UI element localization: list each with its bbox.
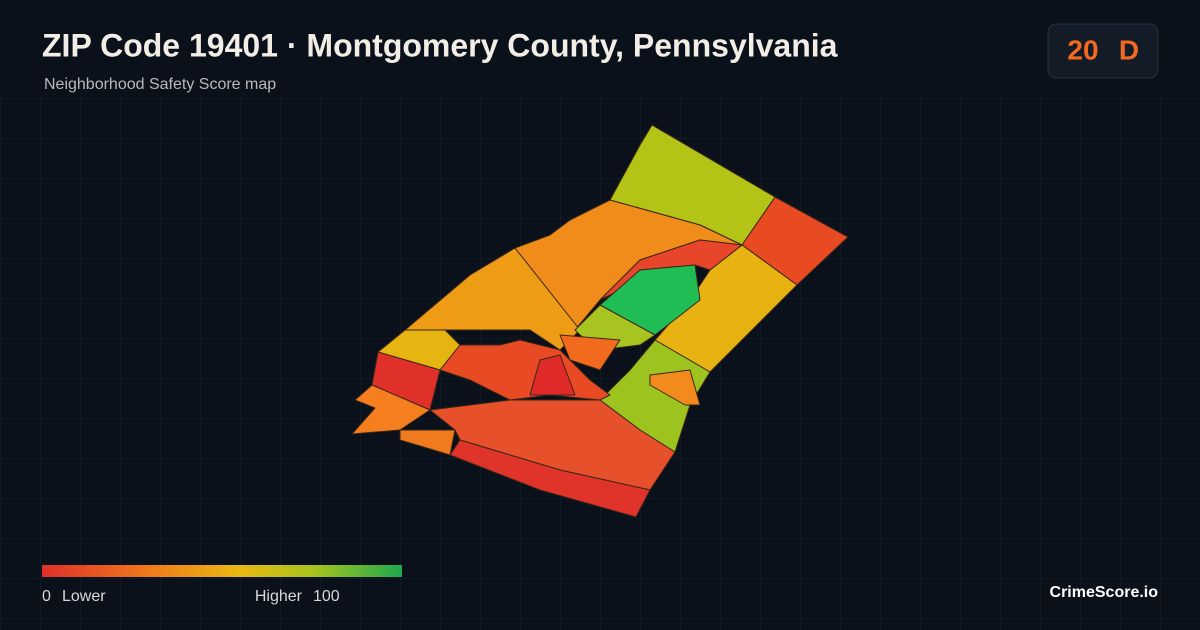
region (449, 439, 651, 518)
score: 20 (1067, 34, 1098, 65)
legend-max-label: Higher (255, 588, 303, 605)
grade: D (1119, 34, 1139, 65)
region (429, 399, 676, 491)
region (529, 354, 576, 396)
legend-min-label: Lower (62, 588, 106, 605)
zip-map (351, 124, 849, 518)
legend-max: 100 (313, 588, 340, 605)
region (559, 334, 621, 371)
title: ZIP Code 19401 · Montgomery County, Penn… (42, 27, 838, 63)
brand: CrimeScore.io (1050, 584, 1159, 601)
region (599, 264, 701, 336)
region (649, 369, 701, 406)
legend-scale (42, 565, 402, 577)
score-badge (1047, 23, 1159, 79)
subtitle: Neighborhood Safety Score map (44, 76, 276, 93)
legend-min: 0 (42, 588, 51, 605)
